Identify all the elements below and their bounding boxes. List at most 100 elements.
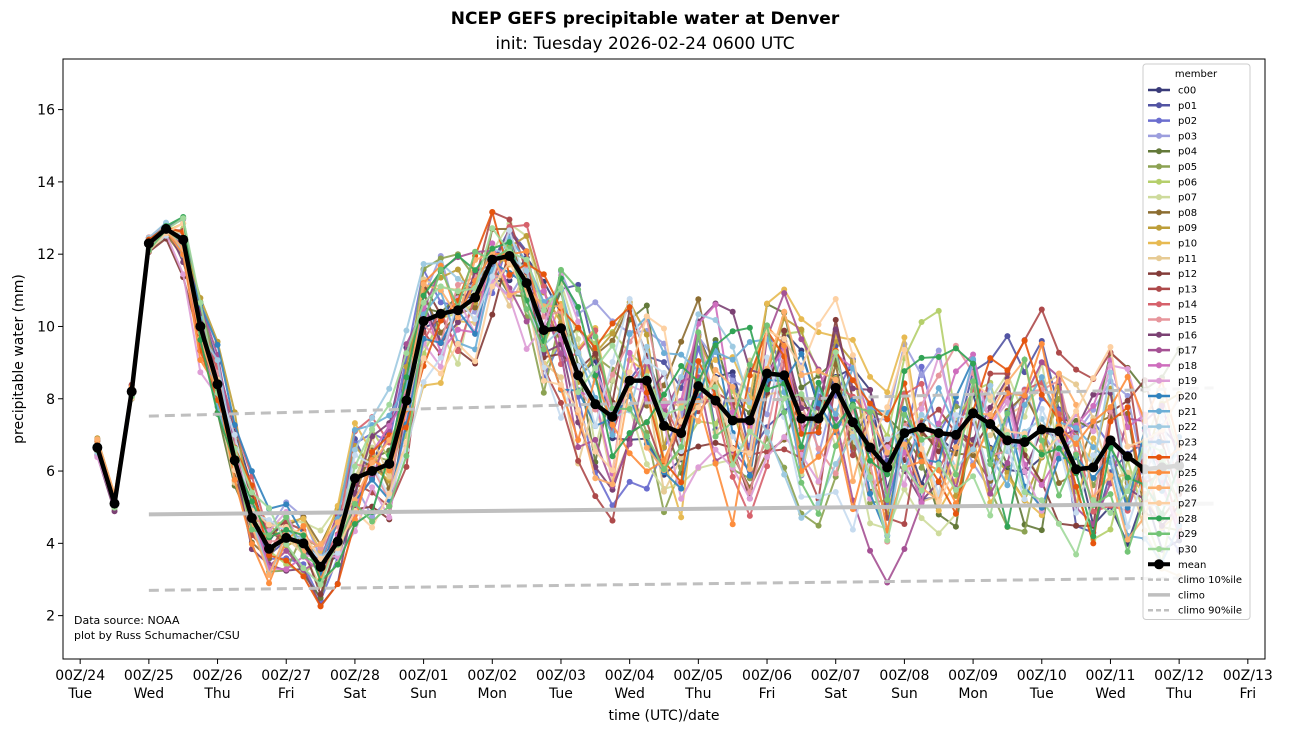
member-point-p27 xyxy=(557,381,564,388)
member-point-p23 xyxy=(764,354,771,361)
y-tick-label: 6 xyxy=(46,464,55,480)
member-point-p08 xyxy=(695,296,702,303)
mean-point xyxy=(1002,435,1013,446)
member-point-p28 xyxy=(678,363,685,370)
member-point-p19 xyxy=(1021,468,1028,475)
mean-point xyxy=(968,408,979,419)
x-tick-day-label: Wed xyxy=(1095,686,1126,702)
member-point-p27 xyxy=(575,406,582,413)
member-point-p09 xyxy=(609,330,616,337)
member-point-p27 xyxy=(1124,443,1131,450)
member-point-p13 xyxy=(1055,349,1062,356)
legend-label-p14: p14 xyxy=(1178,300,1197,311)
legend-marker-p30 xyxy=(1156,546,1162,552)
member-point-p22 xyxy=(678,374,685,381)
member-point-p29 xyxy=(266,532,273,539)
member-point-p08 xyxy=(970,452,977,459)
member-point-p19 xyxy=(918,405,925,412)
member-point-p20 xyxy=(901,405,908,412)
member-point-p28 xyxy=(901,368,908,375)
member-point-p06 xyxy=(918,319,925,326)
member-point-p04 xyxy=(1038,527,1045,534)
legend-label-p23: p23 xyxy=(1178,437,1197,448)
member-point-p10 xyxy=(798,316,805,323)
legend-label-mean: mean xyxy=(1178,560,1206,571)
member-point-p17 xyxy=(901,545,908,552)
member-point-p30 xyxy=(248,489,255,496)
member-point-p28 xyxy=(300,532,307,539)
legend-marker-mean xyxy=(1154,559,1164,570)
member-point-p27 xyxy=(420,355,427,362)
member-point-p17 xyxy=(781,290,788,297)
member-point-p30 xyxy=(935,461,942,468)
member-point-p19 xyxy=(437,363,444,370)
member-point-p30 xyxy=(489,225,496,232)
member-point-p06 xyxy=(1107,526,1114,533)
mean-point xyxy=(452,305,463,316)
member-point-p25 xyxy=(970,462,977,469)
member-point-p25 xyxy=(1124,373,1131,380)
member-point-p26 xyxy=(369,459,376,466)
member-point-p26 xyxy=(987,411,994,418)
member-point-p30 xyxy=(712,384,719,391)
mean-point xyxy=(624,375,635,386)
member-point-p20 xyxy=(798,351,805,358)
member-point-p26 xyxy=(712,366,719,373)
member-point-p28 xyxy=(506,239,513,246)
member-point-p22 xyxy=(643,343,650,350)
member-point-p09 xyxy=(643,331,650,338)
member-point-p26 xyxy=(1004,378,1011,385)
member-point-p21 xyxy=(970,356,977,363)
legend-label-p26: p26 xyxy=(1178,483,1197,494)
member-point-p27 xyxy=(1021,430,1028,437)
member-point-p15 xyxy=(815,445,822,452)
x-tick-day-label: Sat xyxy=(343,686,366,702)
member-point-p30 xyxy=(952,486,959,493)
member-point-p11 xyxy=(386,473,393,480)
member-point-p19 xyxy=(678,495,685,502)
member-point-p27 xyxy=(918,445,925,452)
legend-marker-p26 xyxy=(1156,484,1162,491)
member-point-p21 xyxy=(351,427,358,434)
member-point-p16 xyxy=(987,404,994,411)
member-point-p23 xyxy=(1021,496,1028,503)
member-point-p18 xyxy=(626,349,633,356)
member-point-p15 xyxy=(935,372,942,379)
member-point-p27 xyxy=(661,325,667,332)
member-point-p20 xyxy=(1090,475,1097,482)
member-line-p28 xyxy=(96,215,1181,583)
member-point-p26 xyxy=(94,436,101,443)
member-point-p26 xyxy=(798,372,805,379)
member-point-p18 xyxy=(970,351,977,358)
member-point-p25 xyxy=(609,421,616,428)
legend-marker-p07 xyxy=(1156,194,1162,201)
mean-point xyxy=(401,395,412,406)
mean-point xyxy=(607,411,618,422)
member-point-p22 xyxy=(764,429,771,436)
legend-marker-p24 xyxy=(1156,454,1162,461)
member-point-p19 xyxy=(1124,365,1131,372)
member-point-p27 xyxy=(266,521,273,528)
member-point-p14 xyxy=(454,348,461,355)
y-tick-label: 10 xyxy=(37,319,55,335)
member-point-p29 xyxy=(1038,437,1045,444)
member-point-p20 xyxy=(867,490,874,497)
member-point-p19 xyxy=(901,481,908,488)
member-point-p23 xyxy=(987,474,994,481)
member-point-p24 xyxy=(369,449,376,456)
member-line-p26 xyxy=(96,228,1180,578)
member-point-p03 xyxy=(592,299,599,306)
member-point-p28 xyxy=(970,360,977,367)
ensemble-lines xyxy=(94,208,1183,610)
member-point-p18 xyxy=(712,301,719,308)
x-tick-label: 00Z/10 xyxy=(1017,668,1067,684)
member-point-p22 xyxy=(369,414,376,421)
x-tick-day-label: Thu xyxy=(203,686,230,702)
mean-point xyxy=(813,413,824,424)
member-point-p24 xyxy=(952,510,959,517)
member-point-p24 xyxy=(1124,404,1131,411)
member-point-p16 xyxy=(454,319,461,326)
member-point-p13 xyxy=(609,517,616,524)
member-point-p24 xyxy=(540,271,547,278)
